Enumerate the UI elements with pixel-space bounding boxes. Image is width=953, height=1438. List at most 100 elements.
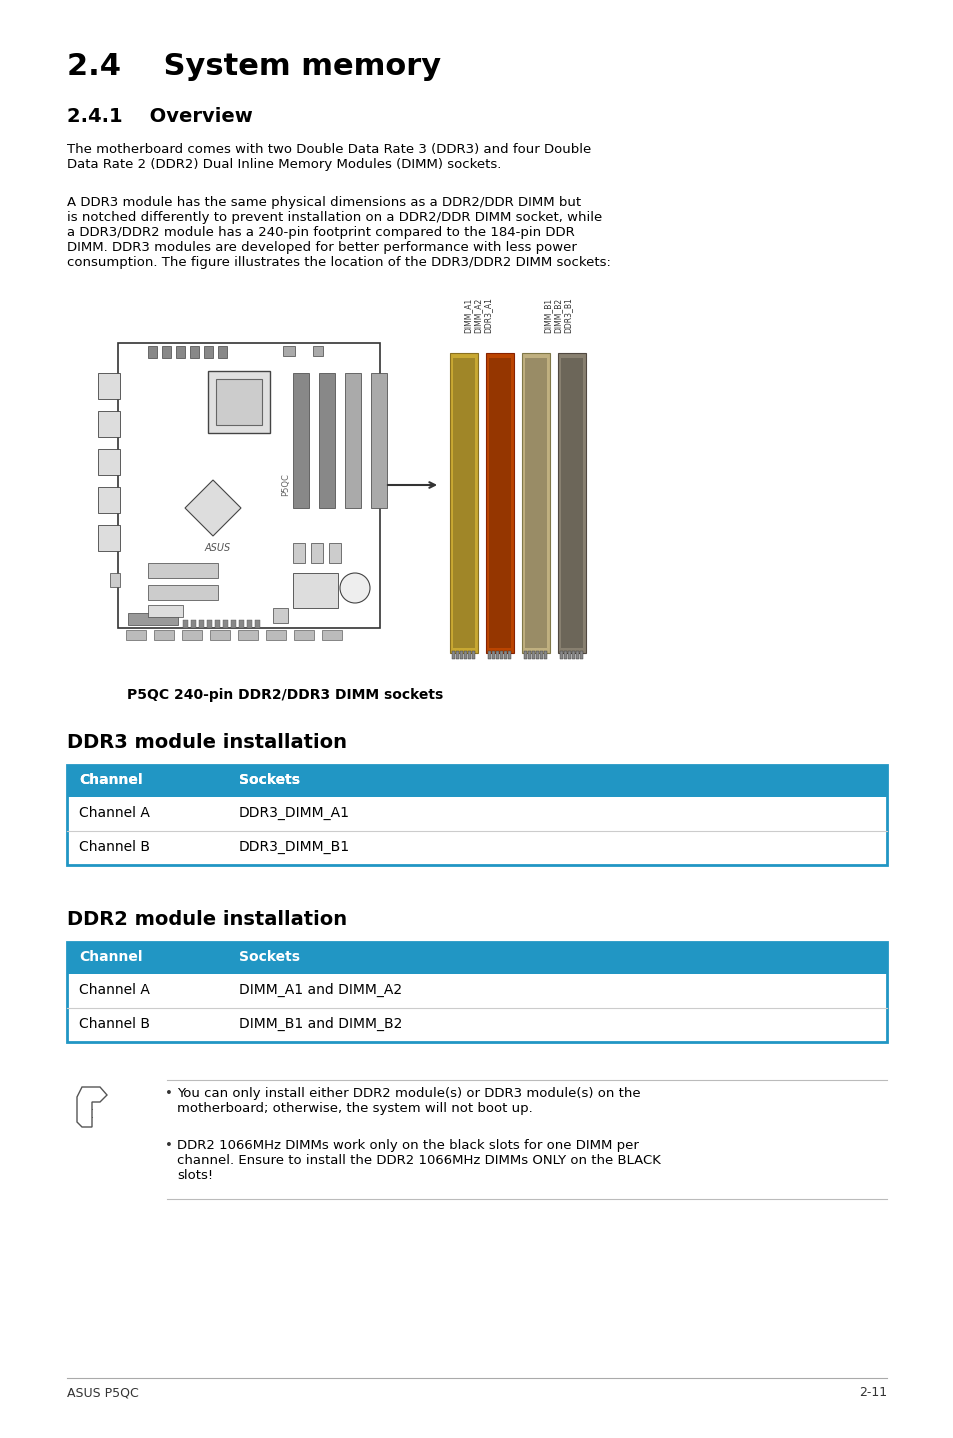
Text: Channel: Channel bbox=[79, 774, 142, 787]
Bar bbox=[247, 620, 252, 628]
Bar bbox=[191, 620, 195, 628]
Text: 2.4.1    Overview: 2.4.1 Overview bbox=[67, 106, 253, 127]
Bar bbox=[199, 620, 204, 628]
Bar bbox=[488, 651, 491, 659]
Bar bbox=[452, 651, 455, 659]
Bar bbox=[463, 651, 467, 659]
Bar bbox=[67, 942, 886, 974]
Bar bbox=[67, 942, 886, 1043]
Bar bbox=[311, 544, 323, 564]
Text: Sockets: Sockets bbox=[239, 774, 299, 787]
Text: Channel B: Channel B bbox=[79, 1017, 150, 1031]
Text: DDR2 1066MHz DIMMs work only on the black slots for one DIMM per
channel. Ensure: DDR2 1066MHz DIMMs work only on the blac… bbox=[177, 1139, 660, 1182]
Bar bbox=[98, 449, 120, 475]
Bar bbox=[215, 380, 262, 426]
Bar bbox=[231, 620, 235, 628]
Bar bbox=[472, 651, 475, 659]
Bar bbox=[496, 651, 498, 659]
Bar bbox=[560, 358, 582, 649]
Bar bbox=[371, 372, 387, 508]
Bar bbox=[128, 613, 178, 626]
Bar bbox=[67, 765, 886, 866]
Bar bbox=[208, 371, 270, 433]
Text: 2-11: 2-11 bbox=[858, 1386, 886, 1399]
Bar bbox=[214, 620, 220, 628]
Text: DDR3_B1: DDR3_B1 bbox=[563, 298, 572, 334]
Bar bbox=[563, 651, 566, 659]
Bar bbox=[67, 765, 886, 797]
Bar bbox=[98, 372, 120, 398]
Bar bbox=[175, 347, 185, 358]
Text: 2.4    System memory: 2.4 System memory bbox=[67, 52, 440, 81]
Bar bbox=[329, 544, 340, 564]
Text: ASUS P5QC: ASUS P5QC bbox=[67, 1386, 138, 1399]
Bar bbox=[210, 630, 230, 640]
Bar bbox=[266, 630, 286, 640]
Text: A DDR3 module has the same physical dimensions as a DDR2/DDR DIMM but
is notched: A DDR3 module has the same physical dime… bbox=[67, 196, 610, 269]
Bar bbox=[162, 347, 171, 358]
Bar bbox=[254, 620, 260, 628]
Bar bbox=[579, 651, 582, 659]
Text: DIMM_A2: DIMM_A2 bbox=[473, 298, 482, 334]
Polygon shape bbox=[77, 1087, 107, 1127]
Text: DDR2 module installation: DDR2 module installation bbox=[67, 910, 347, 929]
Bar bbox=[524, 358, 546, 649]
Bar bbox=[182, 630, 202, 640]
Text: DDR3_DIMM_B1: DDR3_DIMM_B1 bbox=[239, 840, 350, 854]
Bar bbox=[293, 572, 337, 608]
Bar bbox=[183, 620, 188, 628]
Bar bbox=[318, 372, 335, 508]
Circle shape bbox=[339, 572, 370, 603]
Text: DDR3_A1: DDR3_A1 bbox=[483, 298, 492, 334]
Bar bbox=[503, 651, 506, 659]
Bar bbox=[450, 352, 477, 653]
Bar bbox=[527, 651, 531, 659]
Bar bbox=[345, 372, 360, 508]
Text: P5QC 240-pin DDR2/DDR3 DIMM sockets: P5QC 240-pin DDR2/DDR3 DIMM sockets bbox=[127, 687, 443, 702]
Bar bbox=[190, 347, 199, 358]
Bar bbox=[153, 630, 173, 640]
Bar bbox=[559, 651, 562, 659]
Bar bbox=[98, 411, 120, 437]
Bar bbox=[485, 352, 514, 653]
Bar bbox=[237, 630, 257, 640]
Bar bbox=[239, 620, 244, 628]
Text: Sockets: Sockets bbox=[239, 951, 299, 963]
Bar bbox=[456, 651, 458, 659]
Bar bbox=[118, 344, 379, 628]
Text: Channel A: Channel A bbox=[79, 807, 150, 820]
Bar bbox=[294, 630, 314, 640]
Text: Channel: Channel bbox=[79, 774, 142, 787]
Text: ASUS: ASUS bbox=[205, 544, 231, 554]
Text: Channel A: Channel A bbox=[79, 984, 150, 997]
Bar bbox=[293, 372, 309, 508]
Bar bbox=[218, 347, 227, 358]
Bar bbox=[293, 544, 305, 564]
Bar bbox=[539, 651, 542, 659]
Bar bbox=[576, 651, 578, 659]
Bar bbox=[148, 605, 183, 617]
Text: •: • bbox=[165, 1139, 172, 1152]
Text: The motherboard comes with two Double Data Rate 3 (DDR3) and four Double
Data Ra: The motherboard comes with two Double Da… bbox=[67, 142, 591, 171]
Bar bbox=[110, 572, 120, 587]
Bar bbox=[468, 651, 471, 659]
Bar bbox=[98, 525, 120, 551]
Bar bbox=[507, 651, 511, 659]
Bar bbox=[523, 651, 526, 659]
Bar bbox=[322, 630, 341, 640]
Bar bbox=[273, 608, 288, 623]
Bar bbox=[543, 651, 546, 659]
Bar bbox=[572, 651, 575, 659]
Bar bbox=[98, 487, 120, 513]
Text: Channel B: Channel B bbox=[79, 840, 150, 854]
Bar bbox=[459, 651, 462, 659]
Bar bbox=[536, 651, 538, 659]
Polygon shape bbox=[185, 480, 241, 536]
Bar bbox=[207, 620, 212, 628]
Text: DIMM_A1 and DIMM_A2: DIMM_A1 and DIMM_A2 bbox=[239, 984, 402, 997]
Bar bbox=[453, 358, 475, 649]
Text: Channel: Channel bbox=[79, 951, 142, 963]
Bar bbox=[67, 765, 886, 797]
Text: DIMM_B2: DIMM_B2 bbox=[553, 298, 562, 334]
Bar bbox=[283, 347, 294, 357]
